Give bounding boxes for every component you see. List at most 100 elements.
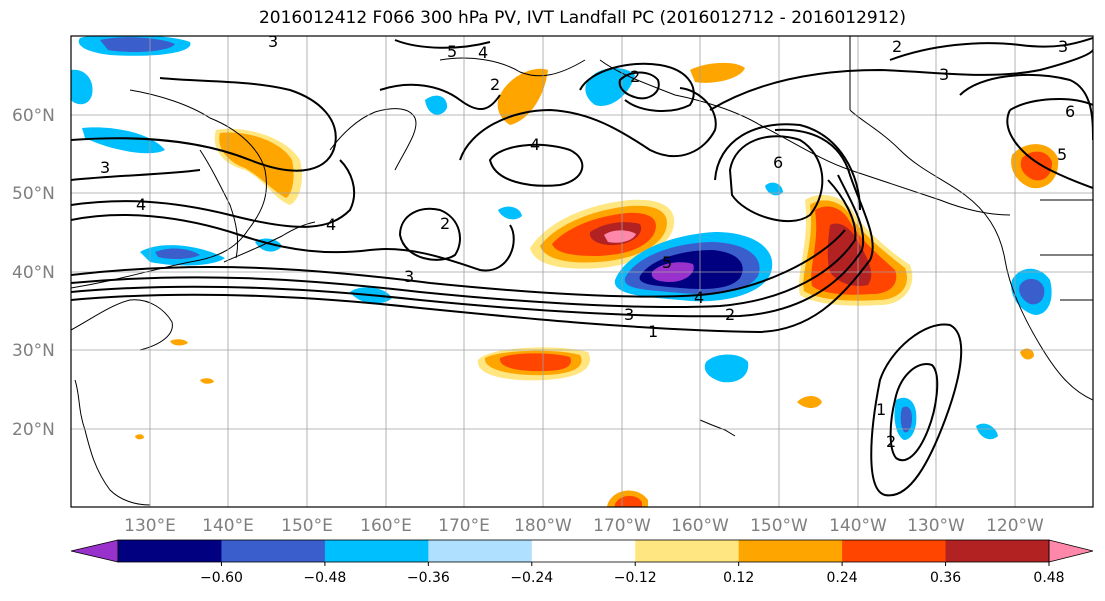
coastline-sakhalin [199, 149, 239, 259]
state-borders [1040, 199, 1093, 301]
gridlines [71, 36, 1093, 507]
colorbar-box [842, 540, 947, 562]
contour-2-closed-north [618, 71, 660, 100]
lat-label: 40°N [12, 263, 55, 283]
coastlines [71, 36, 1093, 506]
contour-label: 3 [268, 32, 278, 51]
contour-label: 3 [939, 65, 949, 84]
anomaly-negative [82, 127, 165, 154]
anomaly-positive [135, 434, 144, 440]
contour-label: 1 [648, 322, 658, 341]
colorbar-box [945, 540, 1050, 562]
contour-3-west [71, 214, 515, 272]
colorbar-tick-label: 0.48 [1033, 570, 1064, 586]
anomaly-positive [827, 223, 872, 286]
contour-label: 2 [440, 214, 450, 233]
contour-2-tropical [889, 363, 939, 462]
anomaly-negative [704, 354, 749, 383]
colorbar-tick-label: −0.36 [407, 570, 450, 586]
contour-1-tropical [870, 323, 963, 497]
contour-label: 4 [478, 43, 488, 62]
contour-2-north [579, 62, 695, 112]
contour-label: 3 [1058, 37, 1068, 56]
lon-label: 140°W [829, 516, 887, 536]
colorbar-box [738, 540, 843, 562]
colorbar-tick-label: −0.60 [200, 570, 243, 586]
contour-2 [71, 174, 865, 318]
contour-3-east [709, 49, 1093, 111]
colorbar-box [531, 540, 636, 562]
anomaly-positive [1020, 348, 1034, 360]
contour-label: 5 [1057, 145, 1067, 164]
coastline-alaska [599, 59, 1011, 216]
colorbar-box [324, 540, 429, 562]
contour-3-nw [71, 77, 337, 172]
anomaly-positive [497, 68, 548, 125]
colorbar-outline [117, 539, 1050, 563]
anomaly-positive [499, 353, 571, 372]
lon-label: 170°W [593, 516, 651, 536]
contours [71, 37, 1093, 497]
lon-label: 120°W [986, 516, 1044, 536]
contour-label: 2 [725, 305, 735, 324]
latitude-labels: 60°N 50°N 40°N 30°N 20°N [12, 106, 55, 440]
contour-2-closed [398, 207, 461, 261]
contour-label: 2 [490, 75, 500, 94]
contour-label: 2 [886, 432, 896, 451]
contour-2-east [889, 37, 1093, 61]
lon-label: 150°E [281, 516, 333, 536]
anomaly-negative [498, 206, 522, 220]
contour-5-arc [714, 123, 861, 211]
map-area [71, 36, 1093, 507]
anomaly-negative [765, 182, 783, 196]
anomaly-positive [690, 62, 745, 83]
colorbar-box [221, 540, 326, 562]
contour-5-east [959, 74, 1093, 141]
lon-label: 140°E [202, 516, 254, 536]
coastline-philippines [74, 379, 151, 506]
lat-label: 30°N [12, 341, 55, 361]
coastline-japan [223, 221, 316, 263]
contour-label: 3 [100, 158, 110, 177]
colorbar-tick-label: 0.12 [723, 570, 754, 586]
coastline-north-america [849, 36, 1093, 401]
contour-label: 5 [447, 42, 457, 61]
contour-label: 6 [1065, 102, 1075, 121]
anomaly-positive [604, 230, 636, 243]
anomaly-positive [1020, 151, 1052, 181]
longitude-labels: 130°E 140°E 150°E 160°E 170°E 180°W 170°… [124, 516, 1044, 536]
coastline-chukotka [439, 57, 586, 77]
anomaly-negative [1019, 278, 1045, 305]
contour-label: 2 [630, 67, 640, 86]
anomaly-negative [71, 69, 93, 105]
lon-label: 130°W [907, 516, 965, 536]
contour-4-west [71, 159, 356, 228]
contour-4-closed [488, 143, 584, 187]
contour-label: 6 [773, 153, 783, 172]
contour-2-kamchatka [379, 83, 501, 110]
colorbar-tick-label: −0.48 [303, 570, 346, 586]
coastline-korea-china [71, 299, 173, 351]
contour-5-top [394, 39, 491, 49]
lon-label: 160°W [671, 516, 729, 536]
lat-label: 60°N [12, 106, 55, 126]
colorbar-box [635, 540, 740, 562]
anomaly-positive [170, 339, 188, 346]
contour-label: 2 [892, 37, 902, 56]
contour-6-east [1006, 97, 1093, 189]
contour-label: 4 [326, 215, 336, 234]
contour-3-north [459, 87, 717, 161]
anomaly-positive [797, 396, 822, 408]
contour-label: 4 [530, 135, 540, 154]
contour-5-west [71, 169, 201, 181]
colorbar-box [118, 540, 222, 562]
lon-label: 150°W [750, 516, 808, 536]
contour-4 [71, 229, 846, 298]
contour-3 [71, 179, 857, 309]
contour-label: 5 [662, 253, 672, 272]
colorbar-box [428, 540, 533, 562]
contour-labels: 3 5 4 2 3 2 2 4 4 6 3 3 6 5 4 2 3 3 2 1 … [100, 32, 1075, 451]
lon-label: 180°W [514, 516, 572, 536]
coastline-hawaii [699, 419, 736, 437]
contour-6-closed [728, 135, 824, 223]
